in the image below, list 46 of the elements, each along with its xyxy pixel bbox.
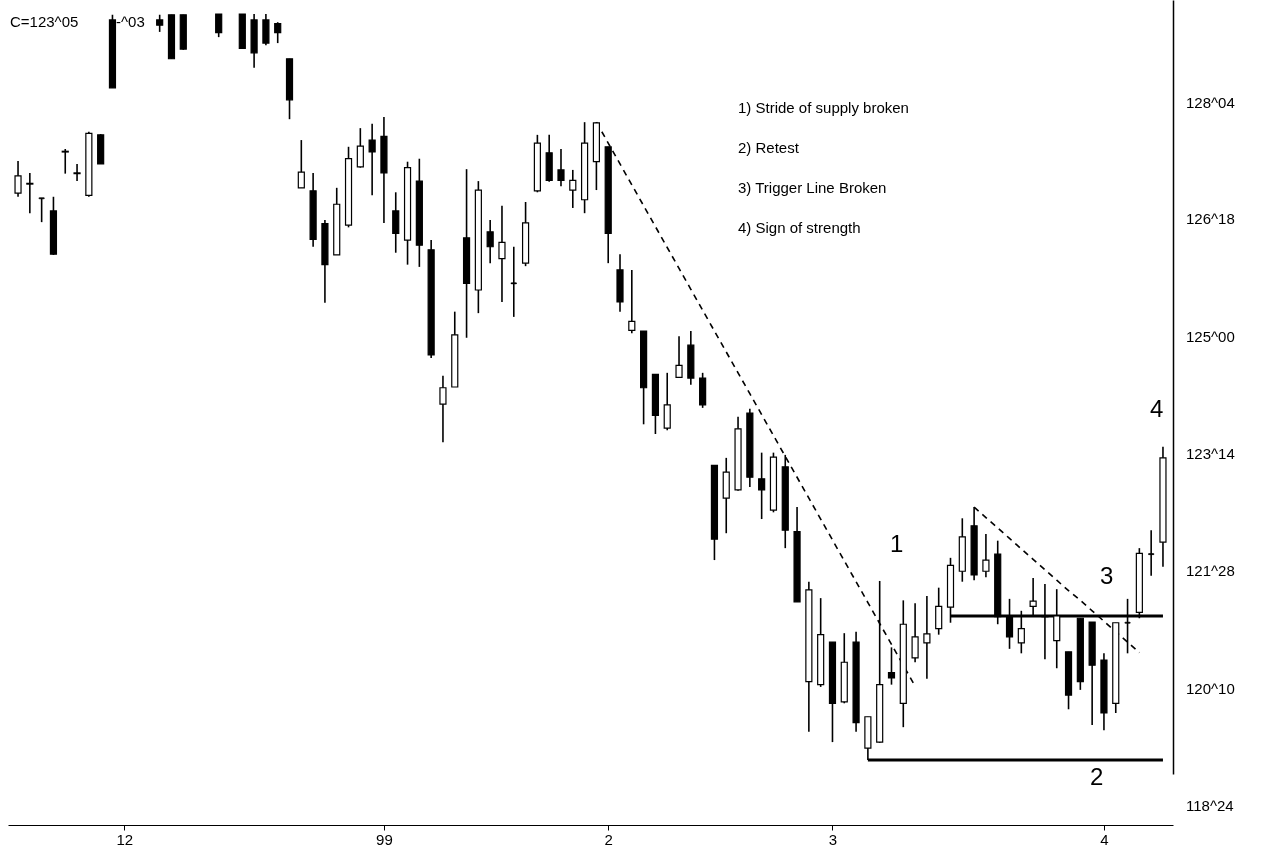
text: 120^10 [1186, 680, 1235, 697]
text: 118^24 [1186, 797, 1234, 814]
annotation: 3) Trigger Line Broken [738, 179, 887, 196]
x-tick-label: 2 [604, 830, 613, 848]
x-tick-label: 12 [116, 830, 134, 848]
annotation: 4 [1150, 395, 1164, 422]
text: 126^18 [1186, 210, 1235, 227]
annotation: 3 [1100, 562, 1114, 589]
candlestick [61, 148, 69, 175]
x-tick-label: 4 [1100, 830, 1109, 848]
candlestick [557, 148, 565, 188]
text: 128^04 [1186, 94, 1235, 111]
text: 2 [1090, 763, 1104, 790]
annotation: 4) Sign of strength [738, 219, 861, 236]
candlestick [758, 451, 766, 520]
text: 125^00 [1186, 328, 1235, 345]
candlestick [923, 595, 931, 680]
candlestick [356, 127, 364, 169]
x-tick-label: 99 [376, 830, 393, 848]
candlestick [392, 191, 400, 254]
annotation: C=123^05 [10, 13, 79, 30]
candlestick [911, 602, 919, 664]
candlestick [73, 163, 81, 182]
candlestick [675, 335, 683, 379]
annotation: -^03 [116, 13, 145, 30]
annotation: 1) Stride of supply broken [738, 99, 909, 116]
candlestick [14, 160, 22, 198]
candlestick [486, 219, 494, 264]
text: 121^28 [1186, 562, 1235, 579]
candlestick [215, 13, 223, 38]
candlestick [982, 533, 990, 579]
text: 123^14 [1186, 445, 1235, 462]
candlestick [439, 375, 447, 443]
candlestick [628, 269, 636, 335]
x-tick-label: 3 [828, 830, 838, 848]
candlestick [935, 586, 943, 636]
candlestick [569, 169, 577, 209]
candlestick [663, 372, 671, 432]
candlestick [26, 172, 34, 214]
annotation: 1 [890, 530, 904, 557]
candlestick [297, 139, 305, 189]
candlestick [368, 122, 376, 197]
candlestick [262, 13, 270, 47]
annotation: 2) Retest [738, 139, 800, 156]
candlestick [498, 204, 506, 303]
candlestick [274, 21, 282, 44]
